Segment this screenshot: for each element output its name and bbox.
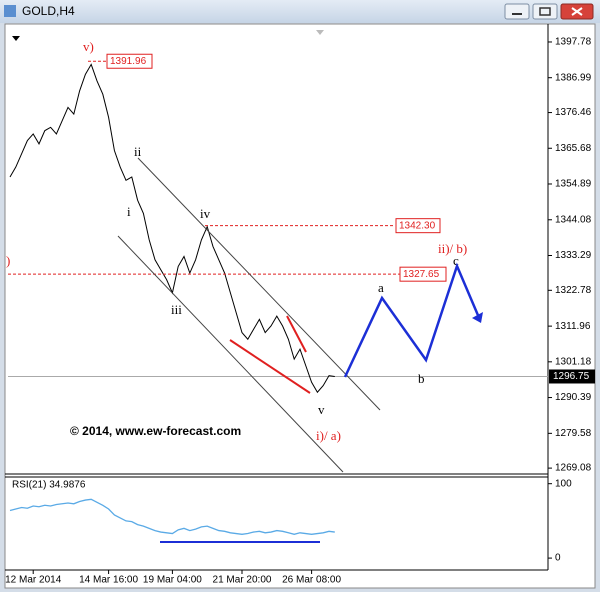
y-tick-label: 1333.29 <box>555 250 592 261</box>
title-bar <box>0 0 600 23</box>
y-tick-label: 1290.39 <box>555 392 592 403</box>
x-tick-label: 14 Mar 16:00 <box>79 575 138 586</box>
minimize-button[interactable] <box>504 3 530 20</box>
series-line <box>9 498 335 535</box>
channel-line <box>137 157 381 411</box>
wave-label: iv <box>200 206 211 221</box>
projection-arrow <box>472 312 483 323</box>
y-tick-label: 1301.18 <box>555 356 592 367</box>
y-tick-label: 1365.68 <box>555 143 592 154</box>
chart-area <box>4 23 596 589</box>
level-box <box>395 218 441 234</box>
level-label: 1327.65 <box>403 269 440 280</box>
menu-marker <box>12 36 20 41</box>
wave-label: b <box>418 371 425 386</box>
scroll-marker <box>316 30 324 35</box>
y-tick-label: 1376.46 <box>555 107 592 118</box>
y-tick-label: 1397.78 <box>555 37 592 48</box>
level-label: 1391.96 <box>110 56 147 67</box>
y-tick-label: 1269.08 <box>555 463 592 474</box>
y-tick-label: 100 <box>555 478 572 489</box>
y-tick-label: 1311.96 <box>555 321 591 332</box>
y-tick-label: 1354.89 <box>555 179 592 190</box>
last-price-box <box>549 369 595 384</box>
wave-label: v) <box>83 39 94 54</box>
x-tick-label: 12 Mar 2014 <box>5 575 62 586</box>
y-tick-label: 1279.58 <box>555 428 592 439</box>
wave-label: i)/ a) <box>316 428 341 443</box>
watermark: © 2014, www.ew-forecast.com <box>70 424 241 438</box>
level-box <box>106 53 153 69</box>
wave-label: c <box>453 253 459 268</box>
window-title: GOLD,H4 <box>22 4 75 18</box>
y-tick-label: 1322.78 <box>555 285 592 296</box>
x-tick-label: 26 Mar 08:00 <box>282 575 341 586</box>
projection-path <box>343 262 482 378</box>
wave-label: i <box>127 204 131 219</box>
panel-title: RSI(21) 34.9876 <box>12 480 86 491</box>
x-tick-label: 19 Mar 04:00 <box>143 575 202 586</box>
channel-line <box>117 235 344 473</box>
wave-label: ii)/ b) <box>438 241 467 256</box>
last-price-label: 1296.75 <box>553 371 590 382</box>
app-icon <box>4 5 16 17</box>
level-label: 1342.30 <box>399 220 436 231</box>
wave-label: v <box>318 402 325 417</box>
y-tick-label: 1386.99 <box>555 72 592 83</box>
wave-label: iii <box>171 302 182 317</box>
x-tick-label: 21 Mar 20:00 <box>213 575 272 586</box>
maximize-button[interactable] <box>532 3 558 20</box>
wave-label: ) <box>6 253 10 268</box>
wave-label: ii <box>134 144 142 159</box>
y-tick-label: 1344.08 <box>555 214 592 225</box>
level-box <box>399 266 447 282</box>
y-tick-label: 0 <box>555 553 561 564</box>
wedge-line <box>229 339 311 394</box>
wedge-line <box>286 315 307 353</box>
wave-label: a <box>378 280 384 295</box>
